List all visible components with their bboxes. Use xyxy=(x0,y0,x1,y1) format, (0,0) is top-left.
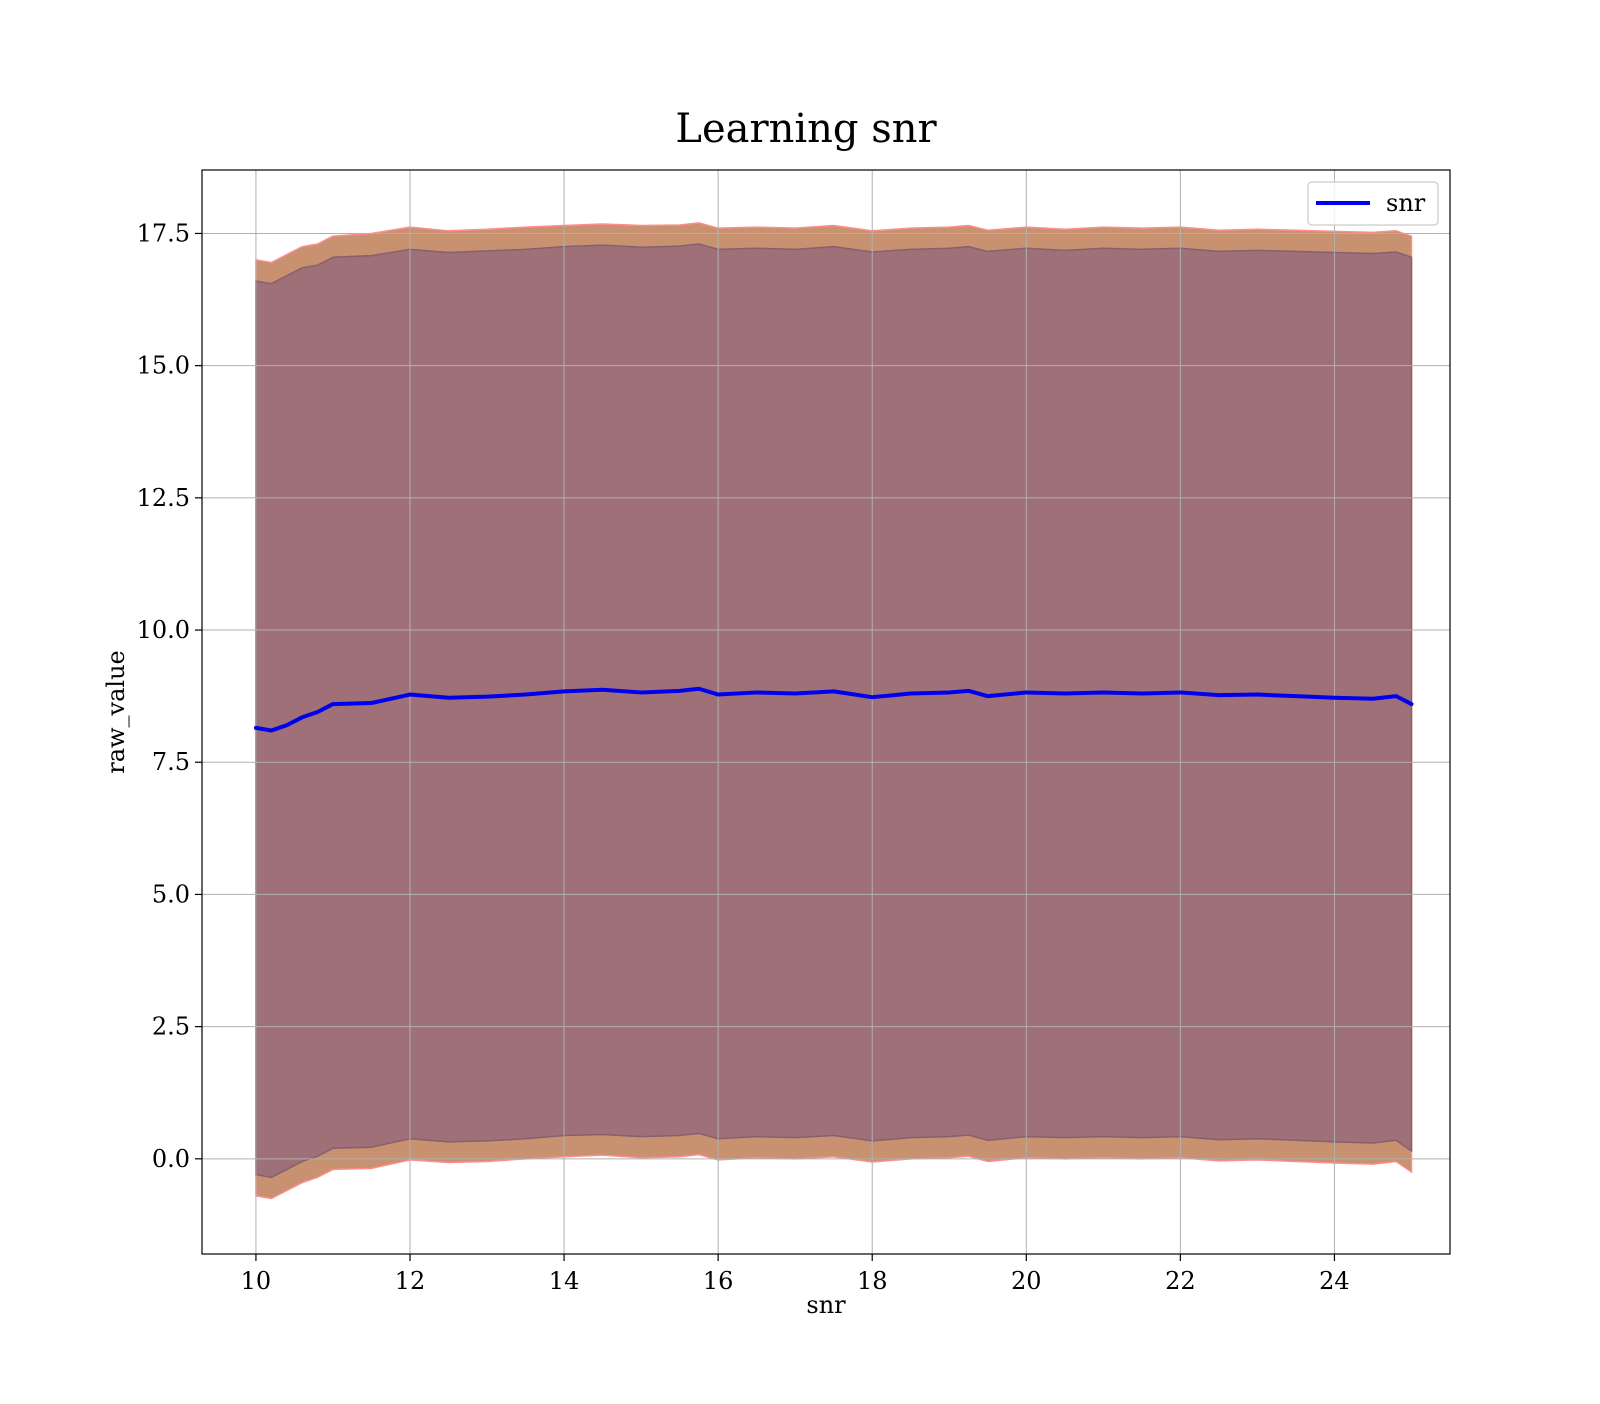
legend-label-snr: snr xyxy=(1386,189,1426,217)
y-tick-label: 0.0 xyxy=(152,1145,190,1173)
x-tick-label: 22 xyxy=(1165,1267,1196,1295)
series-line-snr xyxy=(253,686,1414,733)
y-axis-label: raw_value xyxy=(102,650,130,774)
y-tick-label: 10.0 xyxy=(137,616,190,644)
x-tick-label: 20 xyxy=(1011,1267,1042,1295)
y-tick-label: 2.5 xyxy=(152,1013,190,1041)
y-tick-label: 5.0 xyxy=(152,880,190,908)
band-inner xyxy=(255,243,1413,1179)
y-tick-label: 15.0 xyxy=(137,352,190,380)
x-tick-label: 10 xyxy=(241,1267,272,1295)
x-ticks-layer: 10 12 14 16 18 20 22 24 xyxy=(241,1254,1350,1295)
x-tick-label: 16 xyxy=(703,1267,734,1295)
x-axis-label: snr xyxy=(806,1291,846,1319)
y-tick-label: 17.5 xyxy=(137,219,190,247)
legend-box xyxy=(1307,181,1439,226)
legend: snr xyxy=(1307,181,1439,226)
y-tick-label: 7.5 xyxy=(152,748,190,776)
grid-layer xyxy=(202,170,1450,1254)
bands-layer xyxy=(255,222,1413,1200)
x-tick-label: 14 xyxy=(549,1267,580,1295)
series-layer xyxy=(253,686,1414,733)
x-tick-label: 24 xyxy=(1319,1267,1350,1295)
plot-frame xyxy=(201,169,1451,1255)
y-ticks-layer: 0.0 2.5 5.0 7.5 10.0 12.5 15.0 17.5 xyxy=(137,219,202,1173)
y-tick-label: 12.5 xyxy=(137,484,190,512)
chart-title: Learning snr xyxy=(675,106,937,152)
x-tick-label: 12 xyxy=(395,1267,426,1295)
x-tick-label: 18 xyxy=(857,1267,888,1295)
plot-area xyxy=(201,169,1451,1255)
